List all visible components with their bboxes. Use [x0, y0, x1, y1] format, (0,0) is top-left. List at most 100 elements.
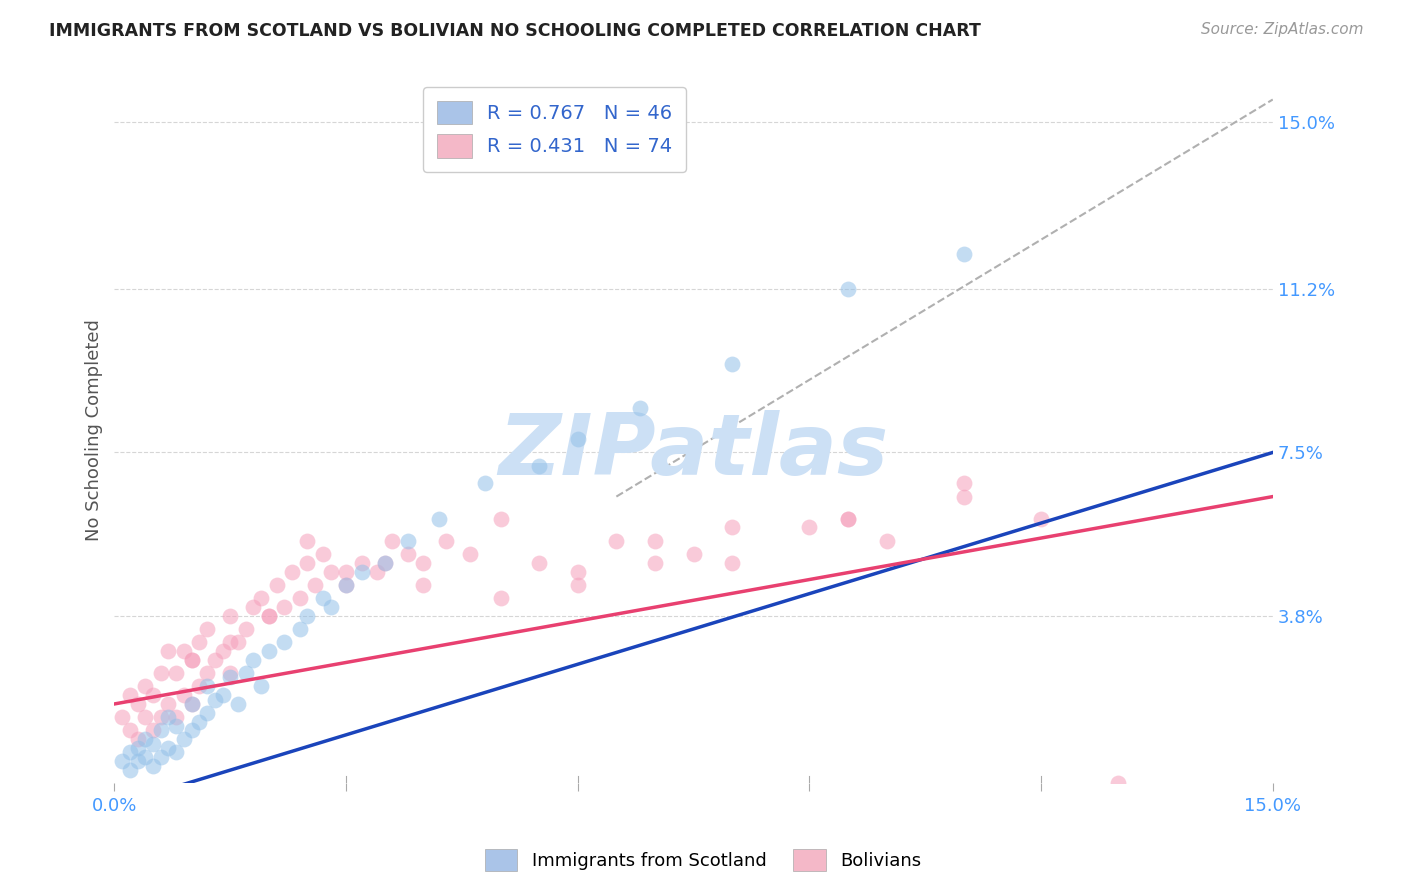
Point — [297, 608, 319, 623]
Point — [412, 556, 434, 570]
Point — [127, 754, 149, 768]
Point — [242, 653, 264, 667]
Point — [180, 653, 202, 667]
Point — [312, 591, 335, 605]
Point — [721, 556, 744, 570]
Point — [273, 599, 295, 614]
Point — [188, 635, 211, 649]
Point — [1029, 511, 1052, 525]
Point — [235, 622, 257, 636]
Legend: R = 0.767   N = 46, R = 0.431   N = 74: R = 0.767 N = 46, R = 0.431 N = 74 — [423, 87, 686, 171]
Point — [489, 511, 512, 525]
Point — [165, 710, 187, 724]
Point — [319, 565, 342, 579]
Text: Source: ZipAtlas.com: Source: ZipAtlas.com — [1201, 22, 1364, 37]
Point — [134, 710, 156, 724]
Point — [682, 547, 704, 561]
Point — [180, 697, 202, 711]
Point — [281, 565, 304, 579]
Point — [226, 635, 249, 649]
Point — [142, 688, 165, 702]
Point — [226, 697, 249, 711]
Point — [188, 679, 211, 693]
Point — [157, 741, 180, 756]
Point — [381, 533, 404, 548]
Point — [235, 666, 257, 681]
Point — [374, 556, 396, 570]
Point — [180, 723, 202, 738]
Point — [242, 599, 264, 614]
Point — [211, 688, 233, 702]
Point — [266, 578, 288, 592]
Point — [195, 706, 218, 720]
Point — [149, 750, 172, 764]
Point — [165, 746, 187, 760]
Point — [180, 697, 202, 711]
Point — [157, 644, 180, 658]
Point — [374, 556, 396, 570]
Point — [297, 533, 319, 548]
Point — [142, 723, 165, 738]
Point — [250, 679, 273, 693]
Point — [157, 697, 180, 711]
Point — [319, 599, 342, 614]
Point — [219, 608, 242, 623]
Point — [195, 679, 218, 693]
Point — [350, 565, 373, 579]
Point — [567, 432, 589, 446]
Point — [257, 608, 280, 623]
Point — [211, 644, 233, 658]
Point — [605, 533, 627, 548]
Point — [149, 723, 172, 738]
Point — [118, 723, 141, 738]
Point — [458, 547, 481, 561]
Point — [527, 458, 550, 473]
Point — [527, 556, 550, 570]
Point — [335, 578, 357, 592]
Point — [195, 622, 218, 636]
Point — [149, 666, 172, 681]
Point — [127, 732, 149, 747]
Point — [876, 533, 898, 548]
Point — [567, 578, 589, 592]
Point — [257, 644, 280, 658]
Point — [134, 750, 156, 764]
Y-axis label: No Schooling Completed: No Schooling Completed — [86, 319, 103, 541]
Point — [799, 520, 821, 534]
Point — [204, 692, 226, 706]
Point — [195, 666, 218, 681]
Point — [837, 511, 859, 525]
Point — [273, 635, 295, 649]
Point — [396, 547, 419, 561]
Point — [567, 565, 589, 579]
Point — [474, 476, 496, 491]
Point — [118, 688, 141, 702]
Point — [134, 679, 156, 693]
Point — [250, 591, 273, 605]
Text: IMMIGRANTS FROM SCOTLAND VS BOLIVIAN NO SCHOOLING COMPLETED CORRELATION CHART: IMMIGRANTS FROM SCOTLAND VS BOLIVIAN NO … — [49, 22, 981, 40]
Point — [335, 565, 357, 579]
Point — [837, 511, 859, 525]
Point — [288, 622, 311, 636]
Point — [335, 578, 357, 592]
Point — [297, 556, 319, 570]
Point — [628, 401, 651, 416]
Point — [1107, 776, 1129, 790]
Point — [312, 547, 335, 561]
Point — [366, 565, 388, 579]
Point — [721, 357, 744, 371]
Legend: Immigrants from Scotland, Bolivians: Immigrants from Scotland, Bolivians — [478, 842, 928, 879]
Point — [173, 688, 195, 702]
Text: ZIPatlas: ZIPatlas — [499, 410, 889, 493]
Point — [118, 746, 141, 760]
Point — [173, 644, 195, 658]
Point — [219, 666, 242, 681]
Point — [304, 578, 326, 592]
Point — [180, 653, 202, 667]
Point — [111, 710, 134, 724]
Point — [721, 520, 744, 534]
Point — [396, 533, 419, 548]
Point — [953, 476, 976, 491]
Point — [173, 732, 195, 747]
Point — [427, 511, 450, 525]
